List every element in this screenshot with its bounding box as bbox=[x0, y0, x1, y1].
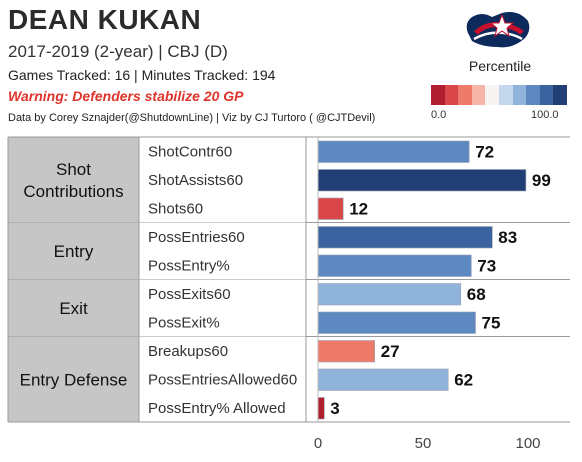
legend-title: Percentile bbox=[468, 58, 532, 74]
x-tick-label: 0 bbox=[314, 435, 322, 452]
value-label: 68 bbox=[467, 285, 486, 304]
metric-label-cell bbox=[139, 137, 306, 223]
group-label-cell bbox=[8, 222, 139, 280]
metric-label: PossExits60 bbox=[148, 286, 231, 303]
x-tick-label: 50 bbox=[415, 435, 432, 452]
metric-label: Breakups60 bbox=[148, 343, 228, 360]
legend-swatch bbox=[553, 85, 567, 105]
legend-swatch bbox=[444, 85, 459, 105]
bar-PossEntry% bbox=[317, 254, 472, 277]
legend-swatch bbox=[498, 85, 513, 105]
stabilization-warning: Warning: Defenders stabilize 20 GP bbox=[8, 88, 244, 104]
metric-label-cell bbox=[139, 336, 306, 422]
bar-ShotContr60 bbox=[317, 140, 470, 163]
legend-swatch bbox=[471, 85, 486, 105]
group-label: Entry Defense bbox=[20, 370, 128, 389]
metric-label: PossExit% bbox=[148, 314, 220, 331]
bar-PossEntry% Allowed bbox=[317, 397, 325, 420]
group-label: Shot bbox=[56, 160, 91, 179]
value-label: 27 bbox=[381, 342, 400, 361]
value-label: 3 bbox=[330, 399, 339, 418]
legend-swatch bbox=[431, 85, 445, 105]
games-minutes-tracked: Games Tracked: 16 | Minutes Tracked: 194 bbox=[8, 67, 276, 83]
group-label: Exit bbox=[59, 299, 88, 318]
columbus-blue-jackets-logo-icon bbox=[466, 12, 530, 48]
bar-PossExits60 bbox=[317, 283, 462, 306]
legend-swatch bbox=[512, 85, 527, 105]
x-tick-label: 100 bbox=[515, 435, 540, 452]
bar-Breakups60 bbox=[317, 340, 376, 363]
metric-label: ShotContr60 bbox=[148, 143, 232, 160]
metric-label-cell bbox=[139, 279, 306, 337]
player-name-title: DEAN KUKAN bbox=[8, 4, 202, 35]
value-label: 73 bbox=[477, 256, 496, 275]
legend-swatch bbox=[458, 85, 472, 105]
value-label: 12 bbox=[349, 199, 368, 218]
percentile-color-scale bbox=[431, 85, 567, 105]
legend-swatch bbox=[526, 85, 540, 105]
group-label-cell bbox=[8, 279, 139, 337]
metric-label: ShotAssists60 bbox=[148, 172, 243, 189]
legend-swatch bbox=[485, 85, 499, 105]
data-credits: Data by Corey Sznajder(@ShutdownLine) | … bbox=[8, 112, 376, 124]
metric-label: PossEntriesAllowed60 bbox=[148, 371, 297, 388]
legend-min-label: 0.0 bbox=[431, 109, 447, 121]
metric-label-cell bbox=[139, 222, 306, 280]
group-label: Entry bbox=[54, 242, 94, 261]
group-label-cell bbox=[8, 336, 139, 422]
value-label: 83 bbox=[498, 228, 517, 247]
legend-max-label: 100.0 bbox=[531, 109, 559, 121]
bar-PossEntries60 bbox=[317, 226, 493, 249]
metric-label: PossEntries60 bbox=[148, 229, 245, 246]
value-label: 62 bbox=[454, 370, 473, 389]
metric-label: PossEntry% Allowed bbox=[148, 400, 286, 417]
value-label: 75 bbox=[482, 313, 501, 332]
legend-swatch bbox=[539, 85, 554, 105]
season-team-subtitle: 2017-2019 (2-year) | CBJ (D) bbox=[8, 42, 228, 61]
bar-Shots60 bbox=[317, 197, 344, 220]
bar-PossExit% bbox=[317, 311, 476, 334]
group-label-cell bbox=[8, 137, 139, 223]
metric-label: PossEntry% bbox=[148, 257, 230, 274]
bar-PossEntriesAllowed60 bbox=[317, 368, 449, 391]
group-label: Contributions bbox=[23, 182, 123, 201]
value-label: 72 bbox=[475, 142, 494, 161]
bar-ShotAssists60 bbox=[317, 169, 527, 192]
value-label: 99 bbox=[532, 171, 551, 190]
metric-label: Shots60 bbox=[148, 200, 203, 217]
